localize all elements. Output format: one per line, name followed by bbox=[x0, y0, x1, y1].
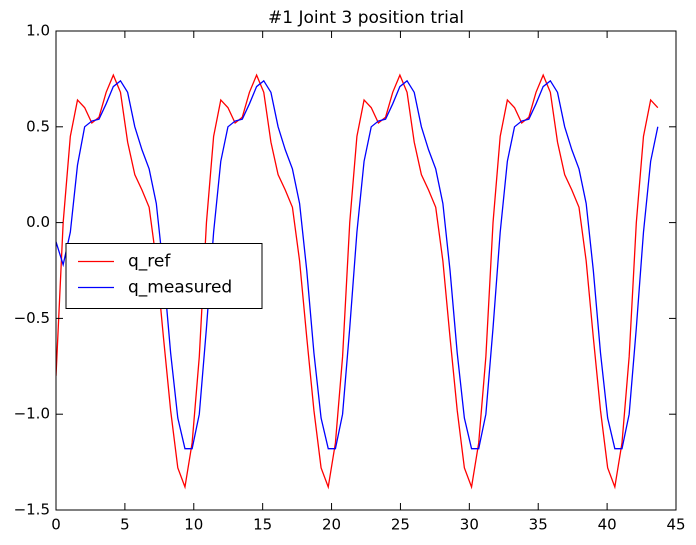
y-tick-label: −1.5 bbox=[14, 501, 50, 519]
legend-box bbox=[65, 243, 263, 309]
x-tick-label: 45 bbox=[666, 516, 685, 534]
x-tick-label: 20 bbox=[322, 516, 341, 534]
line-series bbox=[56, 79, 659, 450]
y-tick-label: 0.5 bbox=[26, 117, 50, 135]
x-tick-label: 40 bbox=[598, 516, 617, 534]
legend-label: q_measured bbox=[128, 278, 232, 298]
plot-frame bbox=[55, 30, 677, 511]
x-tick-label: 35 bbox=[529, 516, 548, 534]
x-tick-label: 30 bbox=[460, 516, 479, 534]
x-tick-label: 15 bbox=[253, 516, 272, 534]
y-tick-label: 0.0 bbox=[26, 213, 50, 231]
chart-title: #1 Joint 3 position trial bbox=[268, 8, 464, 28]
y-tick-label: −0.5 bbox=[14, 309, 50, 327]
legend-label: q_ref bbox=[128, 252, 171, 272]
y-tick-label: 1.0 bbox=[26, 22, 50, 40]
y-tick-label: −1.0 bbox=[14, 405, 50, 423]
x-tick-label: 5 bbox=[120, 516, 130, 534]
x-tick-label: 0 bbox=[51, 516, 61, 534]
x-tick-label: 10 bbox=[184, 516, 203, 534]
x-tick-label: 25 bbox=[391, 516, 410, 534]
